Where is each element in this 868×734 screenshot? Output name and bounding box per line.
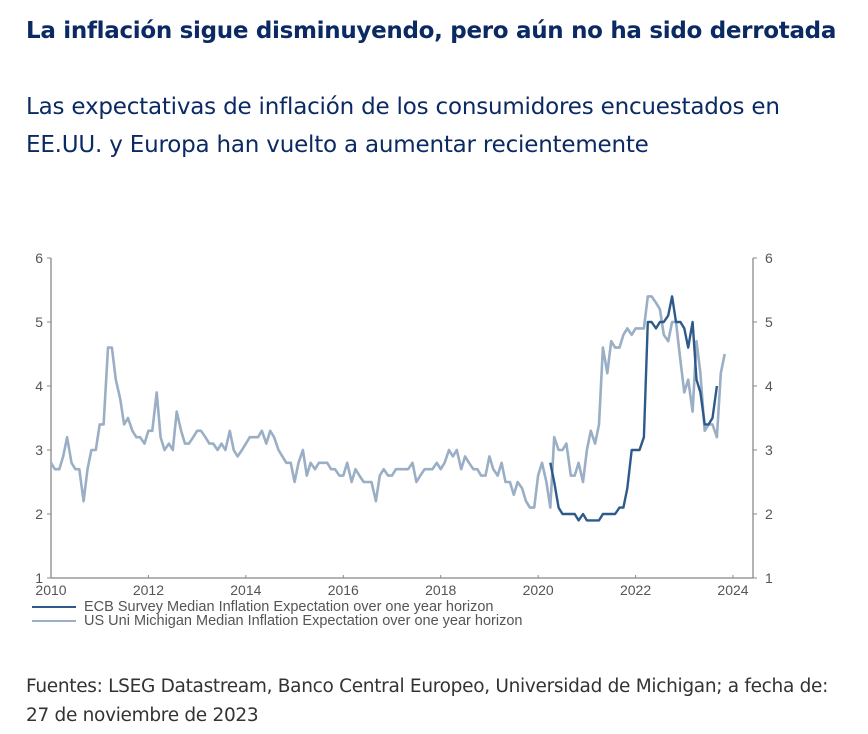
- x-tick-label: 2010: [35, 582, 66, 598]
- y-tick-label-left: 4: [35, 378, 43, 394]
- legend-item-michigan: US Uni Michigan Median Inflation Expecta…: [32, 614, 522, 628]
- series-line-michigan: [49, 295, 726, 509]
- chart-title: La inflación sigue disminuyendo, pero aú…: [26, 18, 837, 44]
- y-tick-label-right: 5: [765, 314, 773, 330]
- legend-swatch-ecb: [32, 606, 76, 608]
- line-chart: 1 2 3 4 5 6 1 2 3 4 5 6 2010 2012 2014 2016 2018 2020 2022…: [35, 250, 773, 598]
- x-tick-label: 2012: [133, 582, 164, 598]
- chart-subtitle: Las expectativas de inflación de los con…: [26, 94, 780, 158]
- y-tick-label-right: 2: [765, 506, 773, 522]
- y-tick-label-left: 1: [35, 570, 43, 586]
- y-tick-label-right: 6: [765, 250, 773, 266]
- legend-item-ecb: ECB Survey Median Inflation Expectation …: [32, 600, 522, 614]
- y-tick-label-left: 3: [35, 442, 43, 458]
- y-tick-label-left: 6: [35, 250, 43, 266]
- series-group: [49, 295, 726, 522]
- y-tick-label-right: 3: [765, 442, 773, 458]
- legend-swatch-michigan: [32, 620, 76, 622]
- legend-label-michigan: US Uni Michigan Median Inflation Expecta…: [84, 613, 523, 629]
- y-tick-label-left: 2: [35, 506, 43, 522]
- axes: 1 2 3 4 5 6 1 2 3 4 5 6 2010 2012 2014 2016 2018 2020 2022…: [35, 250, 773, 598]
- y-tick-label-left: 5: [35, 314, 43, 330]
- legend: ECB Survey Median Inflation Expectation …: [32, 600, 522, 628]
- x-tick-label: 2016: [328, 582, 359, 598]
- series-line-ecb: [549, 295, 719, 522]
- x-tick-label: 2022: [620, 582, 651, 598]
- x-tick-label: 2020: [523, 582, 554, 598]
- source-note: Fuentes: LSEG Datastream, Banco Central …: [26, 676, 829, 726]
- legend-label-ecb: ECB Survey Median Inflation Expectation …: [84, 599, 494, 615]
- x-tick-label: 2018: [425, 582, 456, 598]
- y-tick-label-right: 1: [765, 570, 773, 586]
- x-tick-label: 2024: [717, 582, 748, 598]
- y-tick-label-right: 4: [765, 378, 773, 394]
- x-tick-label: 2014: [230, 582, 261, 598]
